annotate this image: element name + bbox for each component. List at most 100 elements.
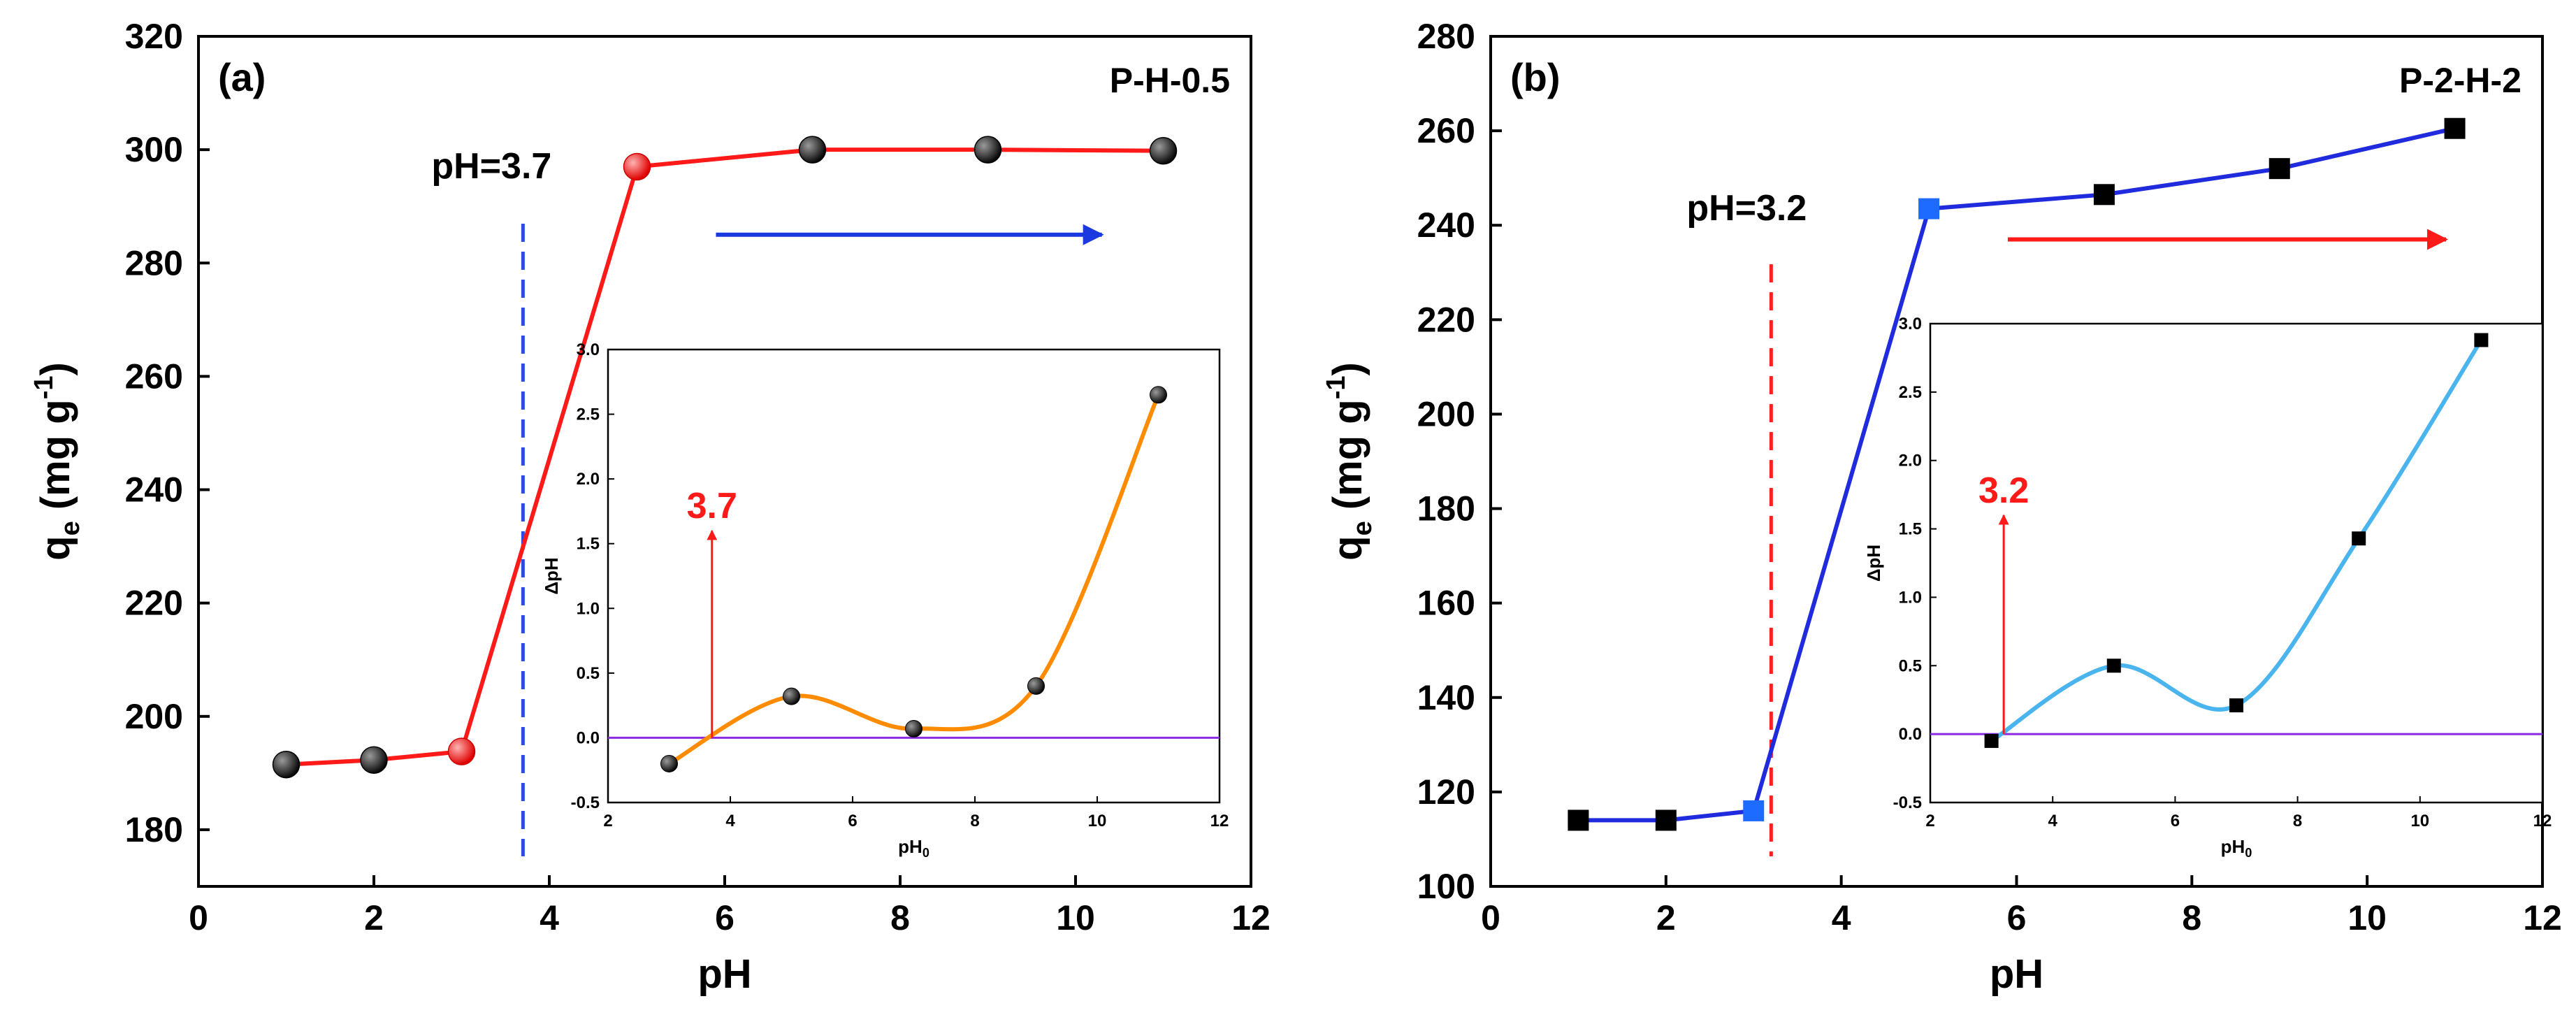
x-tick-label: 6 <box>715 898 735 937</box>
y-tick-label: 160 <box>1417 584 1475 623</box>
y-tick-label: 220 <box>125 584 183 623</box>
x-tick-label: 2 <box>1656 898 1676 937</box>
inset-y-tick-label: 0.0 <box>1899 725 1922 744</box>
x-tick-label: 0 <box>1481 898 1500 937</box>
inset-data-point <box>660 754 678 772</box>
inset-x-tick-label: 6 <box>2171 812 2180 830</box>
inset-y-axis-label: ΔpH <box>541 557 562 594</box>
inset-y-tick-label: 3.0 <box>577 340 600 359</box>
series-segment <box>1928 192 2105 211</box>
y-axis-label-main: q <box>33 535 78 560</box>
x-tick-label: 10 <box>1056 898 1095 937</box>
data-point <box>1743 800 1765 821</box>
inset-y-tick-label: -0.5 <box>571 793 600 812</box>
inset-x-tick-label: 2 <box>603 812 612 830</box>
y-axis-label-sup: -1 <box>29 375 59 399</box>
y-axis-label: qe (mg g-1) <box>1322 362 1377 561</box>
y-axis-label-main: q <box>1325 535 1370 560</box>
series-segment <box>2104 166 2280 197</box>
inset-data-point <box>2474 333 2489 347</box>
y-axis-label: qe (mg g-1) <box>29 362 85 561</box>
data-point <box>974 136 1002 164</box>
x-tick-label: 8 <box>2182 898 2201 937</box>
inset-y-tick-label: 0.5 <box>1899 656 1922 675</box>
y-tick-label: 200 <box>1417 394 1475 433</box>
inset-x-tick-label: 10 <box>2410 812 2429 830</box>
pzc-label: pH=3.2 <box>1686 188 1807 229</box>
y-axis-label-sub: e <box>56 521 85 535</box>
y-tick-label: 260 <box>1417 111 1475 150</box>
inset-y-tick-label: 3.0 <box>1899 315 1922 333</box>
y-axis-label-sup: -1 <box>1322 375 1351 399</box>
y-tick-label: 120 <box>1417 772 1475 812</box>
panel-label: (a) <box>218 55 266 99</box>
y-tick-label: 300 <box>125 130 183 169</box>
x-tick-label: 4 <box>540 898 559 937</box>
y-tick-label: 140 <box>1417 678 1475 717</box>
data-point <box>2093 184 2115 206</box>
inset-y-axis-label: ΔpH <box>1863 545 1884 582</box>
inset-chart-a: 2 4 6 8 10 12 -0.5 0.0 0.5 1.0 1.5 2.0 2.5 3.0 pH0 ΔpH 3… <box>541 340 1229 860</box>
inset-y-tick-label: 2.0 <box>1899 452 1922 470</box>
inset-x-tick-label: 12 <box>2533 812 2552 830</box>
inset-data-point <box>783 687 800 705</box>
inset-data-point <box>2106 658 2121 673</box>
inset-x-tick-label: 4 <box>2048 812 2058 830</box>
inset-x-axis-label: pH0 <box>898 836 929 860</box>
y-tick-label: 280 <box>125 243 183 282</box>
x-tick-label: 4 <box>1832 898 1851 937</box>
x-tick-label: 8 <box>890 898 910 937</box>
data-point <box>623 152 651 181</box>
panel-label: (b) <box>1510 55 1561 99</box>
sample-label: P-H-0.5 <box>1110 61 1230 100</box>
x-tick-label: 12 <box>2523 898 2562 937</box>
x-tick-label: 12 <box>1231 898 1271 937</box>
y-tick-label: 100 <box>1417 867 1475 906</box>
inset-data-point <box>1150 386 1167 404</box>
inset-x-axis-label-main: pH <box>898 836 922 857</box>
sample-label: P-2-H-2 <box>2399 61 2521 100</box>
series-segment <box>987 147 1164 153</box>
inset-x-axis-label: pH0 <box>2221 836 2252 860</box>
inset-data-point <box>2229 698 2243 713</box>
data-point <box>272 750 301 779</box>
series-segment <box>373 749 462 763</box>
inset-y-tick-label: 2.0 <box>577 470 600 489</box>
inset-y-tick-label: -0.5 <box>1893 793 1922 812</box>
y-tick-label: 180 <box>1417 489 1475 528</box>
inset-x-tick-label: 2 <box>1925 812 1934 830</box>
inset-curve <box>1990 338 2483 743</box>
y-tick-label: 240 <box>1417 206 1475 245</box>
series-segment <box>1751 208 1931 812</box>
x-axis-label: pH <box>697 951 751 997</box>
data-point <box>1149 137 1178 165</box>
y-tick-label: 220 <box>1417 300 1475 339</box>
y-axis-label-sub: e <box>1348 521 1377 535</box>
x-axis-label: pH <box>1990 951 2043 997</box>
y-tick-label: 180 <box>125 810 183 849</box>
inset-x-tick-label: 6 <box>848 812 857 830</box>
data-point <box>447 737 476 765</box>
data-point <box>2444 117 2466 139</box>
inset-x-tick-label: 10 <box>1088 812 1107 830</box>
y-axis-label-close: ) <box>1325 362 1370 375</box>
x-tick-label: 10 <box>2347 898 2387 937</box>
series-segment <box>459 166 639 752</box>
data-point <box>798 136 827 164</box>
inset-y-tick-label: 0.5 <box>577 664 600 683</box>
data-point <box>1568 809 1589 831</box>
x-tick-label: 6 <box>2007 898 2027 937</box>
inset-chart-b: 2 4 6 8 10 12 -0.5 0.0 0.5 1.0 1.5 2.0 2.5 3.0 pH0 ΔpH 3… <box>1863 315 2552 860</box>
data-point <box>1918 198 1940 219</box>
inset-y-tick-label: 0.0 <box>577 728 600 747</box>
data-point <box>1655 809 1677 831</box>
inset-x-tick-label: 4 <box>725 812 735 830</box>
inset-x-axis-label-sub: 0 <box>2245 846 2252 860</box>
data-point <box>2269 158 2290 180</box>
y-tick-label: 240 <box>125 470 183 510</box>
y-axis-label-close: ) <box>33 362 78 375</box>
y-axis-label-unit: (mg g <box>1325 399 1370 521</box>
y-tick-label: 200 <box>125 697 183 736</box>
series-segment <box>637 147 813 169</box>
